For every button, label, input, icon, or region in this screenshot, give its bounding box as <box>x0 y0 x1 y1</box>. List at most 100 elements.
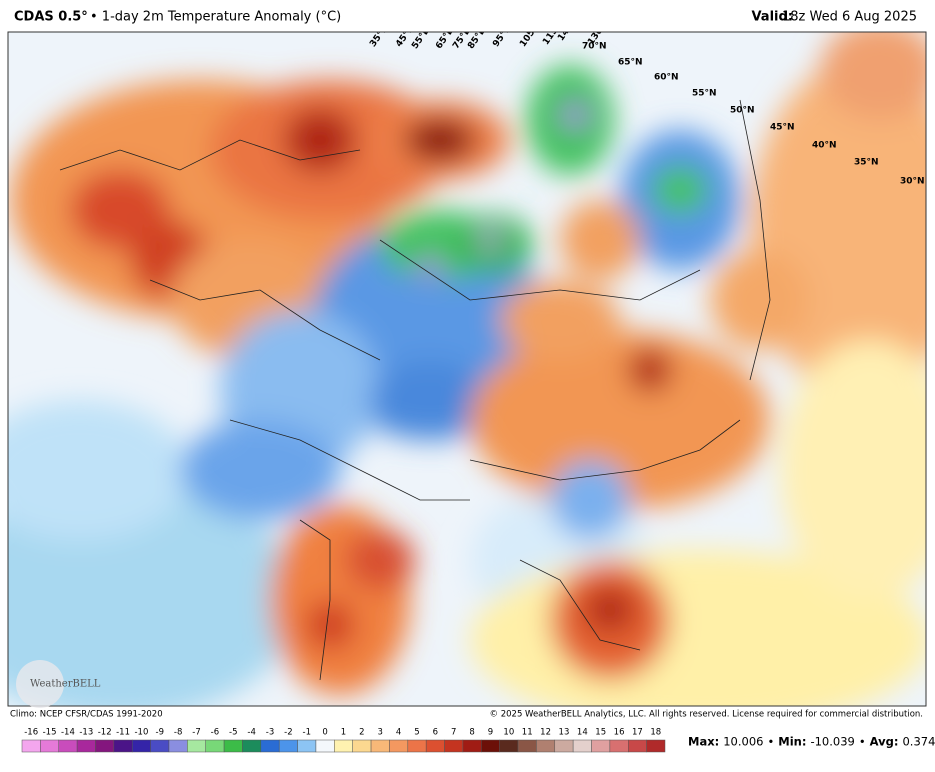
colorbar-label: -14 <box>61 728 75 738</box>
lat-label: 45°N <box>770 123 795 133</box>
anomaly-blob <box>404 118 476 162</box>
colorbar-swatch <box>131 739 151 753</box>
colorbar-swatch <box>481 739 500 753</box>
product-title: • 1-day 2m Temperature Anomaly (°C) <box>90 10 341 25</box>
stat-separator: • <box>767 735 774 749</box>
copyright: © 2025 WeatherBELL Analytics, LLC. All r… <box>490 710 923 720</box>
colorbar-label: -5 <box>229 728 237 738</box>
colorbar-swatch <box>113 739 133 753</box>
climo-note: Climo: NCEP CFSR/CDAS 1991-2020 <box>10 710 163 720</box>
stat-max-label: Max: <box>688 735 719 749</box>
anomaly-blob <box>500 280 620 360</box>
colorbar-label: 2 <box>359 728 364 738</box>
colorbar-label: -13 <box>79 728 93 738</box>
colorbar-label: 9 <box>488 728 493 738</box>
colorbar-label: -2 <box>284 728 292 738</box>
logo: WeatherBELL <box>30 679 101 690</box>
colorbar-swatch <box>334 739 353 753</box>
valid-label: Valid: <box>751 10 793 25</box>
colorbar-label: -6 <box>211 728 219 738</box>
colorbar-label: 7 <box>451 728 456 738</box>
colorbar: -16 -15 -14 -13 -12 -11 -10 -9 -8 -7 -6 -5 -4 -3 -2 -1 0… <box>21 728 666 753</box>
colorbar-swatch <box>260 739 280 753</box>
colorbar-label: 5 <box>414 728 419 738</box>
anomaly-blob <box>560 200 640 280</box>
stat-min-label: Min: <box>778 735 806 749</box>
colorbar-label: -16 <box>24 728 38 738</box>
colorbar-label: 8 <box>469 728 474 738</box>
colorbar-swatch <box>462 739 482 753</box>
lat-label: 70°N <box>582 42 607 52</box>
colorbar-swatch <box>76 739 96 753</box>
colorbar-label: 14 <box>577 728 588 738</box>
colorbar-swatch <box>40 739 59 753</box>
colorbar-swatch <box>370 739 390 753</box>
lat-label: 65°N <box>618 58 643 68</box>
anomaly-blob <box>820 32 926 120</box>
colorbar-swatch <box>187 739 206 753</box>
lat-label: 60°N <box>654 73 679 83</box>
boundary <box>229 419 470 501</box>
lat-label: 55°N <box>692 89 717 99</box>
boundary <box>59 139 361 171</box>
lat-label: 50°N <box>730 106 755 116</box>
colorbar-label: -15 <box>43 728 57 738</box>
colorbar-swatch <box>297 739 317 753</box>
stat-max: 10.006 <box>723 735 763 749</box>
boundaries <box>59 99 771 681</box>
model-title: CDAS 0.5° <box>14 10 88 25</box>
anomaly-blob <box>8 400 190 540</box>
anomaly-blob <box>415 258 445 278</box>
colorbar-label: -4 <box>247 728 255 738</box>
colorbar-label: 18 <box>650 728 661 738</box>
boundary <box>469 419 741 481</box>
colorbar-swatch <box>389 739 409 753</box>
colorbar-swatch <box>278 739 298 753</box>
stat-separator: • <box>859 735 866 749</box>
colorbar-swatch <box>536 739 556 753</box>
colorbar-label: -7 <box>192 728 200 738</box>
colorbar-swatch <box>628 739 647 753</box>
stat-avg-label: Avg: <box>870 735 899 749</box>
colorbar-swatch <box>609 739 629 753</box>
colorbar-swatch <box>591 739 611 753</box>
anomaly-blob <box>480 230 500 250</box>
map-frame <box>7 31 927 707</box>
colorbar-label: -11 <box>116 728 130 738</box>
colorbar-swatch <box>168 739 188 753</box>
colorbar-label: 16 <box>614 728 625 738</box>
boundary <box>739 99 771 381</box>
colorbar-label: -12 <box>98 728 112 738</box>
colorbar-swatch <box>223 739 243 753</box>
lat-label: 40°N <box>812 141 837 151</box>
colorbar-swatch <box>572 739 592 753</box>
lat-label: 30°N <box>900 177 925 187</box>
colorbar-label: 15 <box>595 728 606 738</box>
anomaly-blob <box>470 330 770 510</box>
colorbar-swatch <box>517 739 537 753</box>
colorbar-swatch <box>646 739 666 753</box>
colorbar-label: 1 <box>341 728 346 738</box>
anomaly-blob <box>585 588 635 632</box>
boundary <box>519 559 641 651</box>
colorbar-label: 11 <box>522 728 533 738</box>
anomaly-blob <box>370 360 490 440</box>
anomaly-blob <box>710 250 810 350</box>
stats: Max: 10.006 • Min: -10.039 • Avg: 0.374 <box>688 735 935 749</box>
colorbar-label: -10 <box>134 728 148 738</box>
colorbar-label: 3 <box>378 728 383 738</box>
valid-time: 18z Wed 6 Aug 2025 <box>782 10 917 25</box>
colorbar-label: 17 <box>632 728 643 738</box>
colorbar-swatch <box>499 739 519 753</box>
boundary <box>149 279 381 361</box>
colorbar-label: 12 <box>540 728 551 738</box>
colorbar-swatch <box>315 739 335 753</box>
colorbar-swatch <box>407 739 427 753</box>
anomaly-blob <box>780 340 926 600</box>
stat-min: -10.039 <box>810 735 854 749</box>
anomaly-blob <box>652 166 708 214</box>
colorbar-swatch <box>352 739 372 753</box>
